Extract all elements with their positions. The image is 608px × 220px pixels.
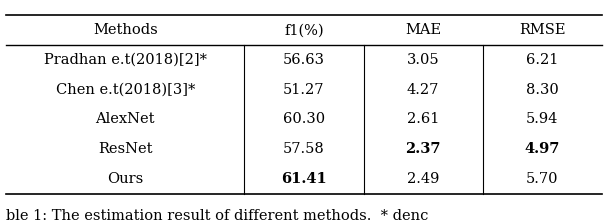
Text: 3.05: 3.05 — [407, 53, 440, 67]
Text: 56.63: 56.63 — [283, 53, 325, 67]
Text: MAE: MAE — [405, 23, 441, 37]
Text: ResNet: ResNet — [98, 142, 153, 156]
Text: 2.61: 2.61 — [407, 112, 440, 126]
Text: 8.30: 8.30 — [526, 83, 559, 97]
Text: 6.21: 6.21 — [526, 53, 559, 67]
Text: Methods: Methods — [93, 23, 157, 37]
Text: 60.30: 60.30 — [283, 112, 325, 126]
Text: 4.27: 4.27 — [407, 83, 440, 97]
Text: 2.37: 2.37 — [406, 142, 441, 156]
Text: Ours: Ours — [107, 172, 143, 186]
Text: 4.97: 4.97 — [525, 142, 560, 156]
Text: RMSE: RMSE — [519, 23, 565, 37]
Text: 5.94: 5.94 — [526, 112, 559, 126]
Text: 57.58: 57.58 — [283, 142, 325, 156]
Text: 51.27: 51.27 — [283, 83, 325, 97]
Text: 5.70: 5.70 — [526, 172, 559, 186]
Text: 61.41: 61.41 — [281, 172, 327, 186]
Text: 2.49: 2.49 — [407, 172, 440, 186]
Text: AlexNet: AlexNet — [95, 112, 155, 126]
Text: f1(%): f1(%) — [284, 23, 324, 37]
Text: ble 1: The estimation result of different methods.  * denc: ble 1: The estimation result of differen… — [6, 209, 429, 220]
Text: Pradhan e.t(2018)[2]*: Pradhan e.t(2018)[2]* — [44, 53, 207, 67]
Text: Chen e.t(2018)[3]*: Chen e.t(2018)[3]* — [55, 83, 195, 97]
